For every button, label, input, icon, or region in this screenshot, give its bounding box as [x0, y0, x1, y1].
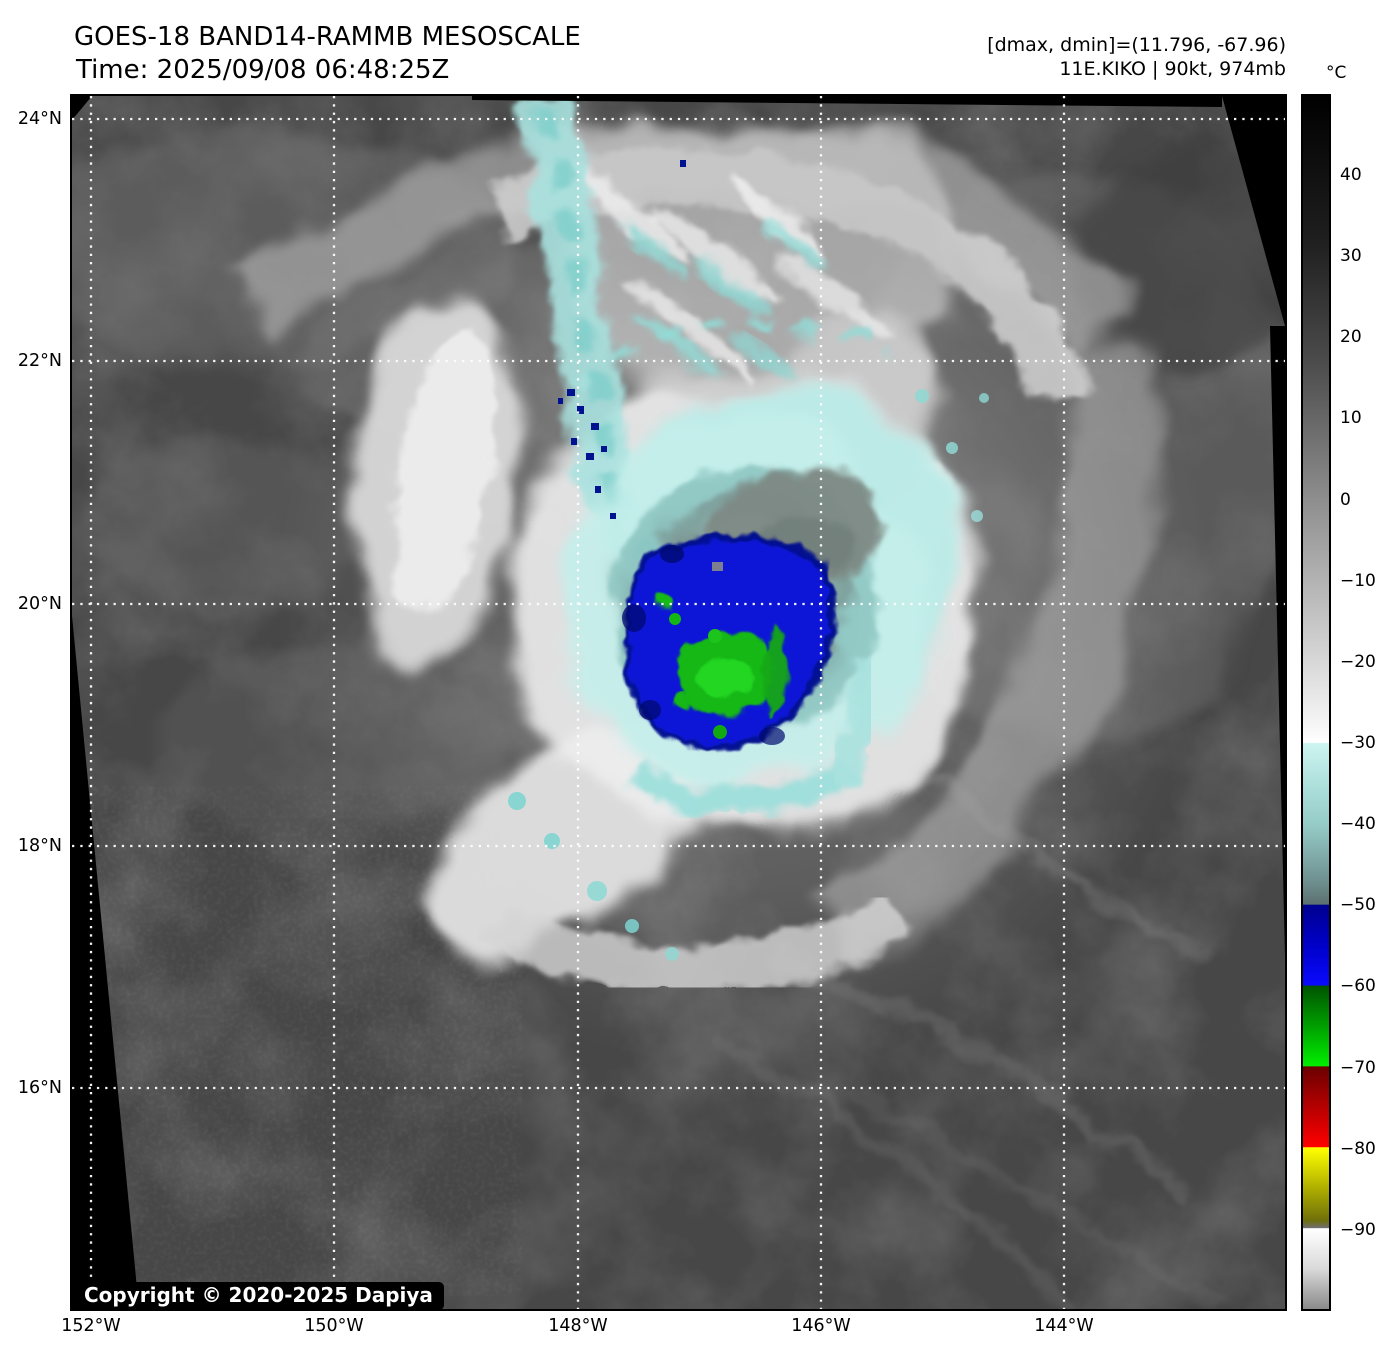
y-axis-tick-label: 18°N: [17, 836, 62, 856]
x-axis-tick-label: 148°W: [548, 1316, 608, 1336]
colorbar-tick-label: −40: [1340, 814, 1376, 834]
colorbar-tick-label: −10: [1340, 571, 1376, 591]
colorbar-tick-label: −60: [1340, 976, 1376, 996]
scan-edges: [72, 96, 1285, 1309]
y-axis-tick-label: 16°N: [17, 1078, 62, 1098]
colorbar-tick-label: −80: [1340, 1139, 1376, 1159]
x-axis-tick-label: 150°W: [304, 1316, 364, 1336]
figure-title: GOES-18 BAND14-RAMMB MESOSCALE: [74, 22, 581, 52]
colorbar-tick-label: 40: [1340, 165, 1362, 185]
colorbar-tick-label: −90: [1340, 1220, 1376, 1240]
cold-specks-nw: [558, 160, 686, 519]
satellite-image: [72, 96, 1285, 1309]
dmax-dmin-label: [dmax, dmin]=(11.796, -67.96): [987, 34, 1286, 56]
colorbar-tick-label: 30: [1340, 246, 1362, 266]
warm-pixel-gap: [712, 562, 723, 571]
south-cold-arc: [624, 756, 859, 819]
y-axis-tick-label: 24°N: [17, 109, 62, 129]
y-axis-tick-label: 22°N: [17, 351, 62, 371]
colorbar-tick-label: −30: [1340, 733, 1376, 753]
colorbar-unit-label: °C: [1326, 63, 1347, 83]
gridlines: [72, 96, 1285, 1309]
colorbar-tick-label: 0: [1340, 490, 1351, 510]
x-axis-tick-label: 146°W: [791, 1316, 851, 1336]
x-axis-tick-label: 152°W: [61, 1316, 121, 1336]
cirrus-fan: [542, 111, 957, 397]
copyright-badge: Copyright © 2020-2025 Dapiya: [75, 1282, 444, 1310]
cold-core: [622, 533, 836, 752]
colorbar-tick-label: −50: [1340, 895, 1376, 915]
y-axis-tick-label: 20°N: [17, 594, 62, 614]
storm-info-label: 11E.KIKO | 90kt, 974mb: [1059, 58, 1286, 80]
colorbar-tick-label: 20: [1340, 327, 1362, 347]
cirrus-cyan-fringe: [619, 220, 685, 276]
satellite-map-panel: Copyright © 2020-2025 Dapiya: [70, 94, 1287, 1311]
x-axis-tick-label: 144°W: [1034, 1316, 1094, 1336]
temperature-colorbar: [1301, 94, 1331, 1311]
timestamp-label: Time: 2025/09/08 06:48:25Z: [76, 55, 450, 85]
colorbar-tick-label: −70: [1340, 1058, 1376, 1078]
colorbar-tick-label: −20: [1340, 652, 1376, 672]
colorbar-tick-label: 10: [1340, 408, 1362, 428]
